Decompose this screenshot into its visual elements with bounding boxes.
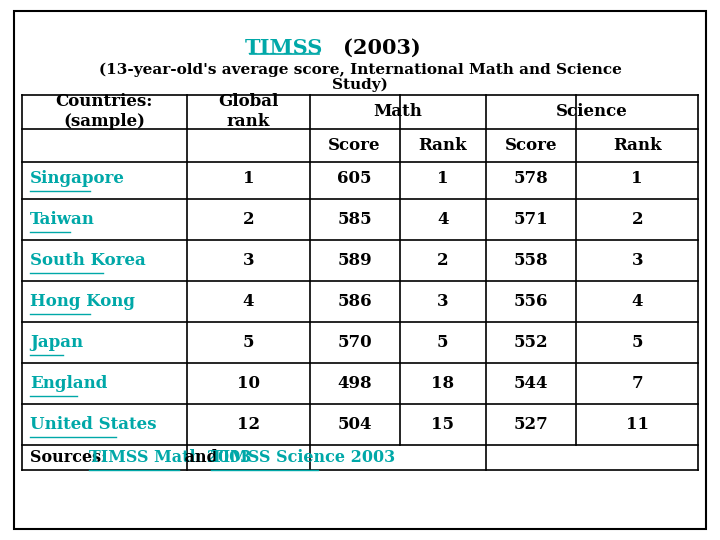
Text: 5: 5	[631, 334, 643, 351]
Text: Math: Math	[374, 103, 422, 120]
FancyBboxPatch shape	[14, 11, 706, 529]
Text: 578: 578	[513, 170, 549, 187]
Text: Rank: Rank	[613, 137, 662, 154]
Text: 4: 4	[437, 211, 449, 228]
Text: Taiwan: Taiwan	[30, 211, 95, 228]
Text: 11: 11	[626, 416, 649, 433]
Text: 3: 3	[243, 252, 254, 269]
Text: 571: 571	[513, 211, 549, 228]
Text: Sources:: Sources:	[30, 449, 107, 466]
Text: England: England	[30, 375, 107, 392]
Text: 556: 556	[514, 293, 548, 310]
Text: 15: 15	[431, 416, 454, 433]
Text: South Korea: South Korea	[30, 252, 146, 269]
Text: 605: 605	[338, 170, 372, 187]
Text: 4: 4	[631, 293, 643, 310]
Text: (2003): (2003)	[343, 37, 420, 58]
Text: 5: 5	[243, 334, 254, 351]
Text: 5: 5	[437, 334, 449, 351]
Text: Japan: Japan	[30, 334, 84, 351]
Text: TIMSS Math 2003: TIMSS Math 2003	[89, 449, 251, 466]
Text: Science: Science	[557, 103, 628, 120]
Text: and: and	[179, 449, 223, 466]
Text: 7: 7	[631, 375, 643, 392]
Text: United States: United States	[30, 416, 157, 433]
Text: Hong Kong: Hong Kong	[30, 293, 135, 310]
Text: 12: 12	[237, 416, 260, 433]
Text: (13-year-old's average score, International Math and Science: (13-year-old's average score, Internatio…	[99, 63, 621, 77]
Text: Score: Score	[328, 137, 381, 154]
Text: 3: 3	[631, 252, 643, 269]
Text: 585: 585	[337, 211, 372, 228]
Text: 558: 558	[513, 252, 549, 269]
Text: Rank: Rank	[418, 137, 467, 154]
Text: 2: 2	[437, 252, 449, 269]
Text: TIMSS: TIMSS	[246, 37, 323, 58]
Text: 570: 570	[337, 334, 372, 351]
Text: TIMSS Science 2003: TIMSS Science 2003	[210, 449, 395, 466]
Text: 544: 544	[514, 375, 548, 392]
Text: 504: 504	[338, 416, 372, 433]
Text: 2: 2	[243, 211, 254, 228]
Text: 498: 498	[337, 375, 372, 392]
Text: 552: 552	[513, 334, 549, 351]
Text: 2: 2	[631, 211, 643, 228]
Text: 1: 1	[631, 170, 643, 187]
Text: Score: Score	[505, 137, 557, 154]
Text: 4: 4	[243, 293, 254, 310]
Text: Global
rank: Global rank	[218, 93, 279, 130]
Text: 1: 1	[243, 170, 254, 187]
Text: 1: 1	[437, 170, 449, 187]
Text: 10: 10	[237, 375, 260, 392]
Text: 3: 3	[437, 293, 449, 310]
Text: 527: 527	[513, 416, 549, 433]
Text: 589: 589	[337, 252, 372, 269]
Text: Study): Study)	[332, 78, 388, 92]
Text: Singapore: Singapore	[30, 170, 125, 187]
Text: 586: 586	[337, 293, 372, 310]
Text: Countries:
(sample): Countries: (sample)	[55, 93, 153, 130]
Text: 18: 18	[431, 375, 454, 392]
